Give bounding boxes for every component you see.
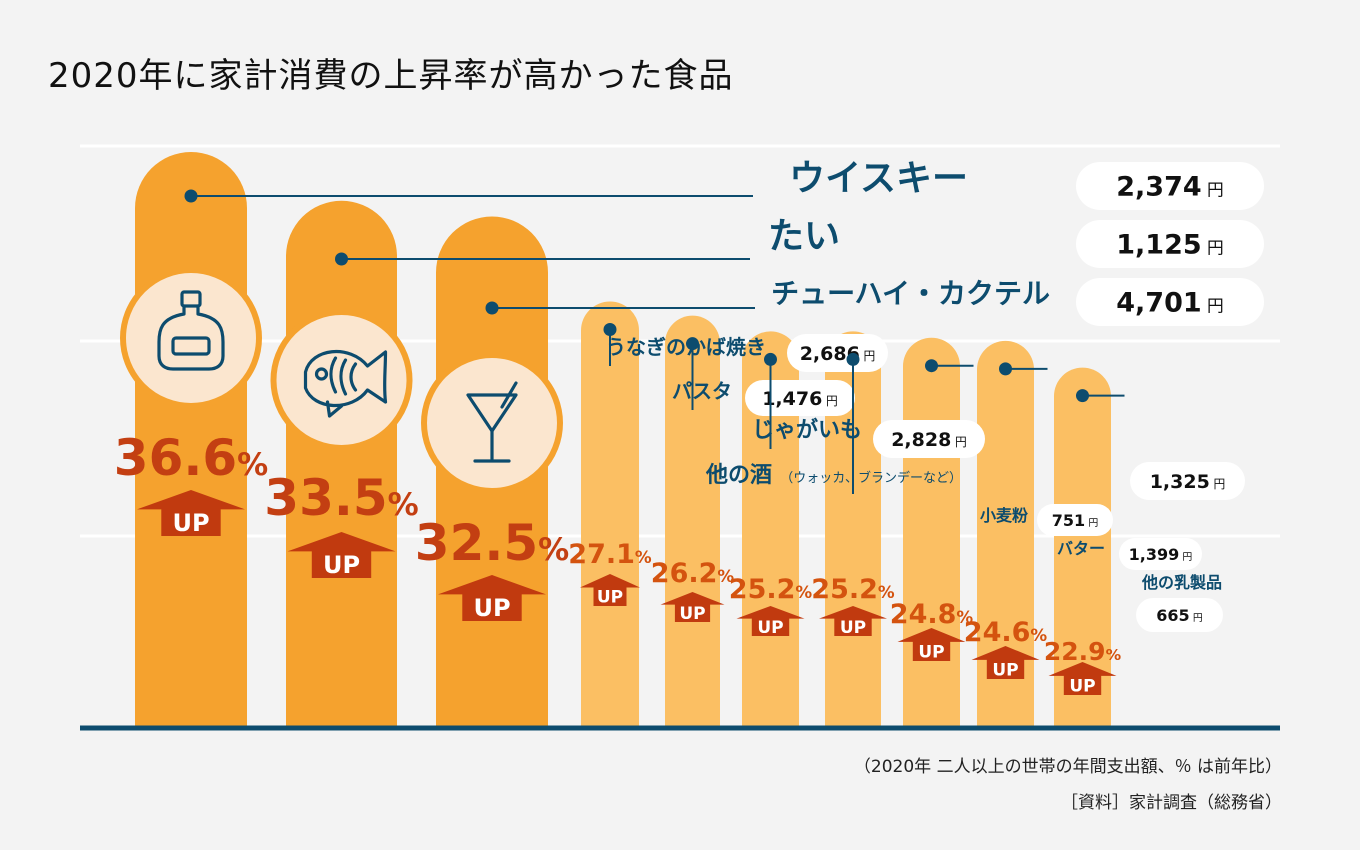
category-label-7: 他の酒 bbox=[705, 463, 772, 488]
category-label-8: 小麦粉 bbox=[980, 506, 1028, 525]
spending-pill-1 bbox=[1076, 162, 1264, 210]
spending-value-2: 1,125 円 bbox=[1116, 230, 1223, 261]
icon-circle-3 bbox=[421, 352, 563, 494]
spending-value-7: 1,325 円 bbox=[1150, 471, 1226, 493]
category-label-4: うなぎのかば焼き bbox=[606, 335, 766, 359]
spending-pill-8 bbox=[1037, 504, 1113, 536]
bar-4 bbox=[581, 301, 639, 728]
spending-pill-9 bbox=[1119, 538, 1202, 570]
up-label-3: UP bbox=[473, 594, 510, 622]
up-arrow-1 bbox=[137, 490, 245, 536]
category-label-3: チューハイ・カクテル bbox=[771, 277, 1050, 310]
spending-value-5: 1,476 円 bbox=[762, 388, 838, 410]
category-label-1: ウイスキー bbox=[789, 158, 968, 199]
up-arrow-4 bbox=[580, 574, 640, 606]
percent-label-1: 36.6% bbox=[114, 429, 268, 487]
spending-value-4: 2,686 円 bbox=[800, 343, 876, 365]
fish-icon bbox=[303, 350, 388, 418]
up-label-5: UP bbox=[679, 604, 705, 624]
up-label-8: UP bbox=[918, 643, 944, 663]
spending-value-8: 751 円 bbox=[1052, 511, 1099, 530]
spending-pill-5 bbox=[745, 380, 855, 416]
percent-label-3: 32.5% bbox=[415, 514, 569, 572]
spending-value-10: 665 円 bbox=[1156, 606, 1203, 625]
footnote-source: ［資料］家計調査（総務省） bbox=[1061, 793, 1282, 813]
spending-value-6: 2,828 円 bbox=[891, 429, 967, 451]
up-arrow-6 bbox=[736, 606, 805, 636]
up-arrow-8 bbox=[897, 628, 966, 661]
spending-value-1: 2,374 円 bbox=[1116, 172, 1223, 203]
spending-value-3: 4,701 円 bbox=[1116, 288, 1223, 319]
spending-pill-2 bbox=[1076, 220, 1264, 268]
percent-label-5: 26.2% bbox=[651, 558, 735, 589]
category-label-6: じゃがいも bbox=[752, 417, 862, 443]
spending-pill-7 bbox=[1130, 462, 1245, 500]
spending-value-9: 1,399 円 bbox=[1129, 545, 1193, 564]
up-arrow-10 bbox=[1048, 662, 1117, 695]
bar-10 bbox=[1054, 367, 1111, 728]
footnote-period: （2020年 二人以上の世帯の年間支出額、％ は前年比） bbox=[853, 757, 1282, 777]
percent-label-10: 22.9% bbox=[1044, 637, 1122, 666]
up-label-7: UP bbox=[840, 618, 866, 638]
bar-9 bbox=[977, 340, 1034, 728]
spending-pill-3 bbox=[1076, 278, 1264, 326]
up-arrow-5 bbox=[660, 592, 725, 622]
up-arrow-7 bbox=[819, 606, 887, 636]
percent-label-6: 25.2% bbox=[729, 574, 813, 605]
percent-label-7: 25.2% bbox=[811, 574, 895, 605]
chart-title: 2020年に家計消費の上昇率が高かった食品 bbox=[48, 56, 734, 96]
up-label-1: UP bbox=[172, 509, 209, 537]
up-arrow-9 bbox=[971, 646, 1040, 679]
spending-pill-10 bbox=[1136, 598, 1223, 632]
category-label-10: 他の乳製品 bbox=[1141, 573, 1222, 592]
percent-label-2: 33.5% bbox=[264, 469, 418, 527]
cocktail-icon bbox=[466, 381, 518, 463]
category-label-5: パスタ bbox=[672, 379, 732, 403]
percent-label-4: 27.1% bbox=[568, 539, 652, 570]
category-note-7: （ウォッカ、ブランデーなど） bbox=[780, 470, 962, 486]
up-label-9: UP bbox=[992, 661, 1018, 681]
up-label-10: UP bbox=[1069, 677, 1095, 697]
bar-2 bbox=[286, 200, 397, 728]
percent-label-8: 24.8% bbox=[890, 599, 974, 630]
up-label-4: UP bbox=[597, 588, 623, 608]
bar-5 bbox=[665, 315, 720, 728]
category-label-2: たい bbox=[768, 216, 840, 257]
bottle-icon bbox=[157, 290, 225, 371]
spending-pill-6 bbox=[873, 420, 985, 458]
spending-pill-4 bbox=[787, 334, 888, 372]
up-label-2: UP bbox=[323, 551, 360, 579]
up-label-6: UP bbox=[757, 618, 783, 638]
up-arrow-3 bbox=[438, 575, 546, 621]
up-arrow-2 bbox=[287, 532, 396, 578]
percent-label-9: 24.6% bbox=[964, 617, 1048, 648]
category-label-9: バター bbox=[1057, 539, 1105, 558]
bar-8 bbox=[903, 337, 960, 728]
